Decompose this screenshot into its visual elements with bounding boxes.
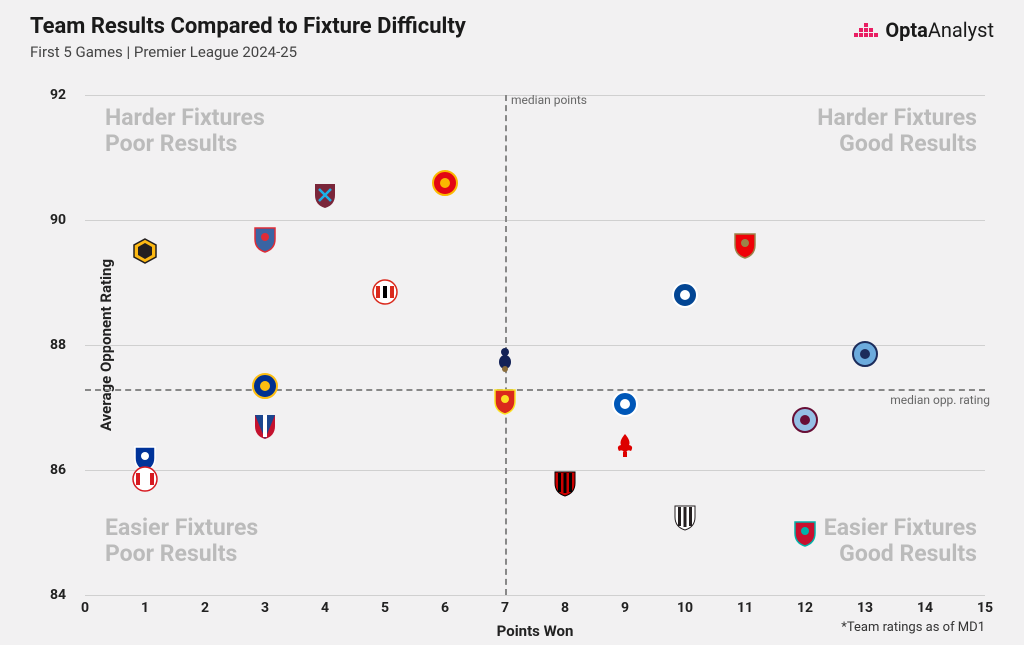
x-tick-label: 15 (977, 600, 993, 616)
quadrant-label: Easier FixturesPoor Results (105, 515, 258, 568)
team-badge-brentford (431, 169, 459, 197)
team-badge-crystal-palace (251, 412, 279, 440)
team-badge-southampton (131, 465, 159, 493)
team-badge-bournemouth (371, 278, 399, 306)
x-axis-title: Points Won (497, 622, 574, 640)
x-tick-label: 5 (381, 600, 389, 616)
median-rating-label: median opp. rating (890, 393, 990, 407)
team-badge-liverpool (791, 519, 819, 547)
team-badge-arsenal (731, 231, 759, 259)
x-tick-label: 0 (81, 600, 89, 616)
y-tick-label: 88 (50, 337, 66, 353)
opta-logo-icon (854, 18, 880, 42)
scatter-plot: Average Opponent Rating Points Won 84868… (85, 95, 985, 595)
x-tick-label: 4 (321, 600, 329, 616)
y-tick-label: 84 (50, 587, 66, 603)
gridline-h (85, 345, 985, 346)
team-badge-wolves (131, 237, 159, 265)
y-tick-label: 92 (50, 87, 66, 103)
median-rating-line (85, 389, 985, 391)
team-badge-ipswich (251, 225, 279, 253)
chart-title: Team Results Compared to Fixture Difficu… (30, 14, 994, 39)
gridline-h (85, 470, 985, 471)
x-tick-label: 2 (201, 600, 209, 616)
team-badge-man-utd (491, 387, 519, 415)
team-badge-leicester (251, 372, 279, 400)
opta-logo: OptaAnalyst (854, 18, 994, 42)
quadrant-label: Harder FixturesGood Results (817, 105, 977, 158)
x-tick-label: 8 (561, 600, 569, 616)
x-tick-label: 14 (917, 600, 933, 616)
x-tick-label: 11 (737, 600, 753, 616)
x-tick-label: 10 (677, 600, 693, 616)
quadrant-label: Harder FixturesPoor Results (105, 105, 265, 158)
x-tick-label: 7 (501, 600, 509, 616)
team-badge-man-city (851, 340, 879, 368)
team-badge-west-ham (311, 181, 339, 209)
x-tick-label: 6 (441, 600, 449, 616)
y-tick-label: 90 (50, 212, 66, 228)
opta-logo-text: OptaAnalyst (885, 18, 994, 42)
x-tick-label: 1 (141, 600, 149, 616)
team-badge-tottenham (491, 344, 519, 372)
median-points-label: median points (511, 93, 587, 107)
team-badge-nottm-forest (611, 431, 639, 459)
x-tick-label: 3 (261, 600, 269, 616)
gridline-h (85, 595, 985, 596)
team-badge-brighton (611, 390, 639, 418)
team-badge-aston-villa (791, 406, 819, 434)
team-badge-newcastle (671, 503, 699, 531)
chart-subtitle: First 5 Games | Premier League 2024-25 (30, 43, 994, 61)
gridline-h (85, 220, 985, 221)
x-tick-label: 9 (621, 600, 629, 616)
x-tick-label: 12 (797, 600, 813, 616)
team-badge-fulham (551, 469, 579, 497)
x-tick-label: 13 (857, 600, 873, 616)
footnote: *Team ratings as of MD1 (841, 620, 985, 635)
y-tick-label: 86 (50, 462, 66, 478)
quadrant-label: Easier FixturesGood Results (824, 515, 977, 568)
team-badge-chelsea (671, 281, 699, 309)
